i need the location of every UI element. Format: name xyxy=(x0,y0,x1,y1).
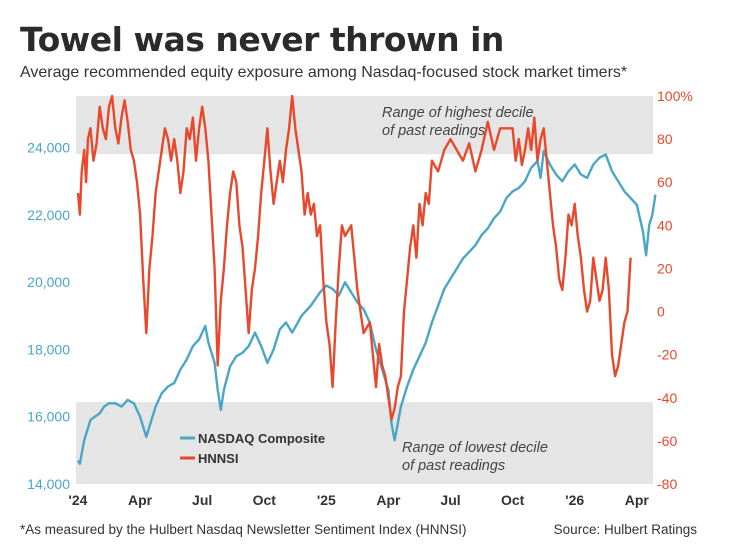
y-right-tick: 60 xyxy=(657,174,673,190)
x-tick: Oct xyxy=(253,492,277,508)
legend-hnnsi-label: HNNSI xyxy=(198,451,238,466)
y-right-tick: 80 xyxy=(657,131,673,147)
x-tick: Jul xyxy=(440,492,460,508)
top-band-label-line2: of past readings xyxy=(382,123,485,139)
x-tick: Apr xyxy=(625,492,650,508)
bottom-band-label-line1: Range of lowest decile xyxy=(402,440,548,456)
x-tick: Apr xyxy=(128,492,153,508)
bottom-band-label-line2: of past readings xyxy=(402,458,505,474)
legend: NASDAQ Composite HNNSI xyxy=(180,431,325,466)
ticks-layer: 14,000 16,000 18,000 20,000 22,000 24,000 -80 -… xyxy=(27,88,693,508)
series-layer xyxy=(76,94,657,465)
y-right-tick: 40 xyxy=(657,217,673,233)
x-tick: '24 xyxy=(69,492,88,508)
y-right-tick: -60 xyxy=(657,433,677,449)
y-left-tick: 22,000 xyxy=(27,207,70,223)
y-left-tick: 14,000 xyxy=(27,476,70,492)
y-right-tick: -40 xyxy=(657,390,677,406)
band-1 xyxy=(76,402,653,484)
y-left-tick: 24,000 xyxy=(27,140,70,156)
top-band-label-line1: Range of highest decile xyxy=(382,105,534,121)
y-right-tick: 20 xyxy=(657,260,673,276)
y-right-tick: 100% xyxy=(657,88,693,104)
y-left-tick: 16,000 xyxy=(27,409,70,425)
x-tick: Jul xyxy=(192,492,212,508)
footnote: *As measured by the Hulbert Nasdaq Newsl… xyxy=(20,522,467,537)
legend-nasdaq-label: NASDAQ Composite xyxy=(198,431,325,446)
x-tick: Oct xyxy=(501,492,525,508)
x-tick: Apr xyxy=(376,492,401,508)
source-credit: Source: Hulbert Ratings xyxy=(553,522,697,537)
line-chart: 14,000 16,000 18,000 20,000 22,000 24,000 -80 -… xyxy=(27,88,693,508)
x-tick: '26 xyxy=(565,492,584,508)
chart-subtitle: Average recommended equity exposure amon… xyxy=(20,64,628,81)
y-left-tick: 20,000 xyxy=(27,274,70,290)
hnnsi-series-line xyxy=(76,94,632,421)
y-right-tick: -80 xyxy=(657,476,677,492)
chart-title: Towel was never thrown in xyxy=(20,20,504,59)
y-right-tick: 0 xyxy=(657,304,665,320)
y-left-tick: 18,000 xyxy=(27,341,70,357)
y-right-tick: -20 xyxy=(657,347,677,363)
bands-layer xyxy=(76,96,653,484)
band-0 xyxy=(76,96,653,155)
x-tick: '25 xyxy=(317,492,336,508)
